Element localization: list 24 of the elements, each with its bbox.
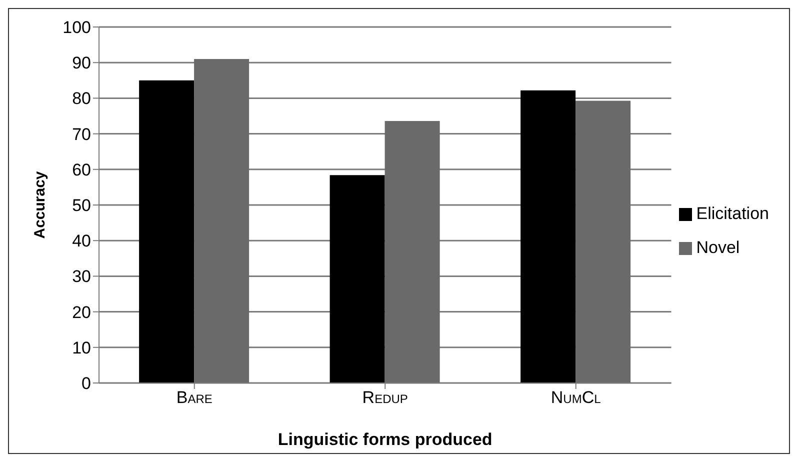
x-tick-label: Redup — [362, 388, 408, 408]
legend-label: Elicitation — [696, 204, 769, 223]
y-tick-label: 70 — [72, 124, 91, 144]
bar — [520, 90, 576, 383]
y-tick-label: 50 — [72, 196, 91, 216]
x-axis-title: Linguistic forms produced — [278, 430, 492, 449]
x-tick-label: NumCl — [550, 388, 602, 408]
y-tick-label: 90 — [72, 54, 91, 73]
y-tick-label: 0 — [82, 374, 91, 394]
bar — [194, 59, 250, 383]
y-tick-label: 40 — [72, 232, 91, 251]
bar — [384, 120, 440, 383]
y-tick-label: 60 — [72, 160, 91, 180]
y-tick-label: 20 — [72, 302, 91, 322]
x-tick-label: Bare — [176, 388, 212, 408]
y-tick-label: 30 — [72, 267, 91, 286]
y-axis-title: Accuracy — [31, 170, 48, 239]
legend-label: Novel — [696, 238, 740, 257]
bar — [576, 100, 631, 383]
y-tick-label: 10 — [72, 338, 91, 358]
y-tick-label: 100 — [62, 18, 91, 38]
bar — [139, 80, 194, 383]
y-tick-label: 80 — [72, 89, 91, 108]
bar — [330, 175, 385, 383]
